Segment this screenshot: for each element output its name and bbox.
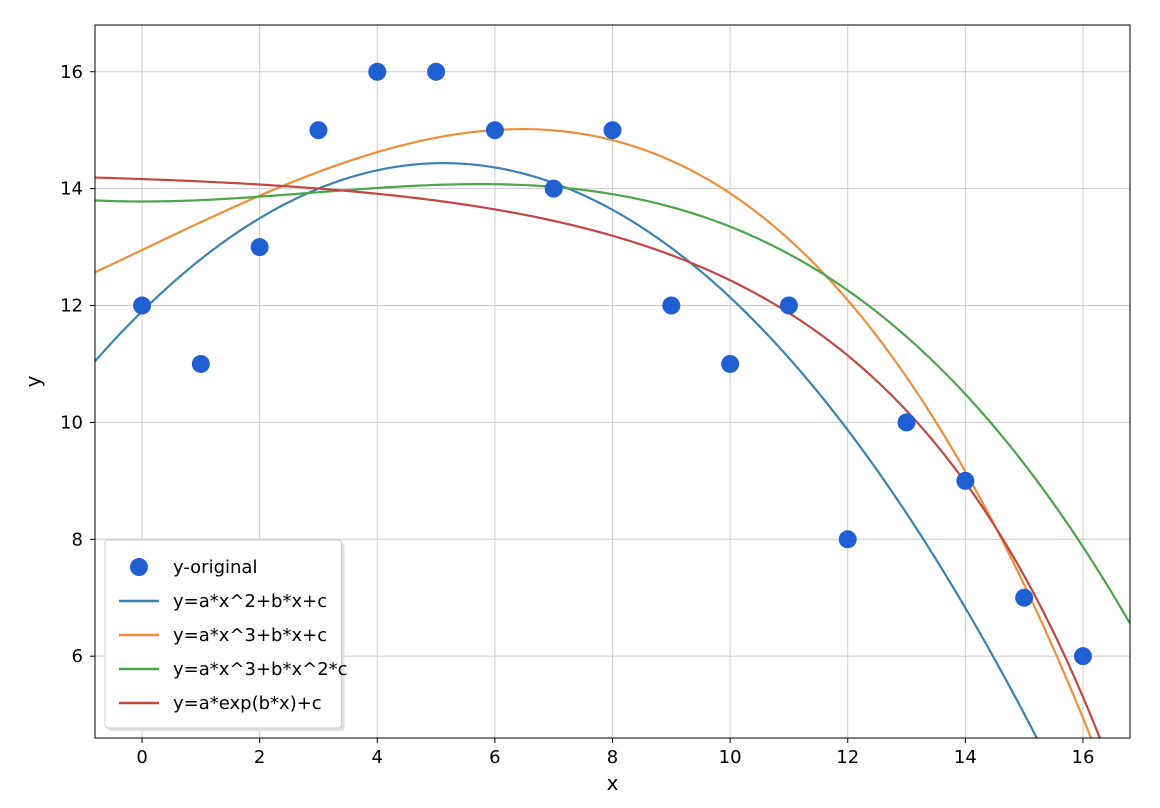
xtick-label: 2 (254, 747, 265, 768)
scatter-point (192, 355, 210, 373)
scatter-point (780, 297, 798, 315)
xtick-label: 12 (836, 747, 859, 768)
xtick-label: 14 (954, 747, 977, 768)
y-axis-label: y (21, 375, 45, 387)
legend-label: y=a*x^2+b*x+c (173, 591, 327, 612)
scatter-point (604, 121, 622, 139)
scatter-point (309, 121, 327, 139)
xtick-label: 8 (607, 747, 618, 768)
ytick-label: 10 (60, 412, 83, 433)
scatter-point (133, 297, 151, 315)
scatter-point (1074, 647, 1092, 665)
scatter-point (898, 413, 916, 431)
scatter-point (545, 180, 563, 198)
legend-label: y-original (173, 557, 257, 578)
xtick-label: 0 (136, 747, 147, 768)
scatter-point (251, 238, 269, 256)
chart-container: 0 2 4 6 8 10 12 14 16 6 8 10 12 14 16 x y y-original y=a*x… (0, 0, 1160, 808)
chart-svg: 0 2 4 6 8 10 12 14 16 6 8 10 12 14 16 x y y-original y=a*x… (0, 0, 1160, 808)
ytick-label: 12 (60, 296, 83, 317)
scatter-point (662, 297, 680, 315)
xtick-label: 16 (1072, 747, 1095, 768)
xtick-label: 10 (719, 747, 742, 768)
scatter-point (368, 63, 386, 81)
xtick-label: 6 (489, 747, 500, 768)
legend-label: y=a*x^3+b*x+c (173, 625, 327, 646)
scatter-point (486, 121, 504, 139)
ytick-label: 8 (72, 529, 83, 550)
ytick-label: 6 (72, 646, 83, 667)
ytick-label: 16 (60, 62, 83, 83)
legend-label: y=a*x^3+b*x^2*c (173, 659, 348, 680)
scatter-point (427, 63, 445, 81)
scatter-point (839, 530, 857, 548)
xtick-label: 4 (372, 747, 383, 768)
scatter-point (956, 472, 974, 490)
ytick-label: 14 (60, 179, 83, 200)
legend-marker-icon (130, 558, 148, 576)
scatter-point (1015, 589, 1033, 607)
legend-label: y=a*exp(b*x)+c (173, 693, 322, 714)
x-axis-label: x (607, 771, 619, 795)
scatter-point (721, 355, 739, 373)
